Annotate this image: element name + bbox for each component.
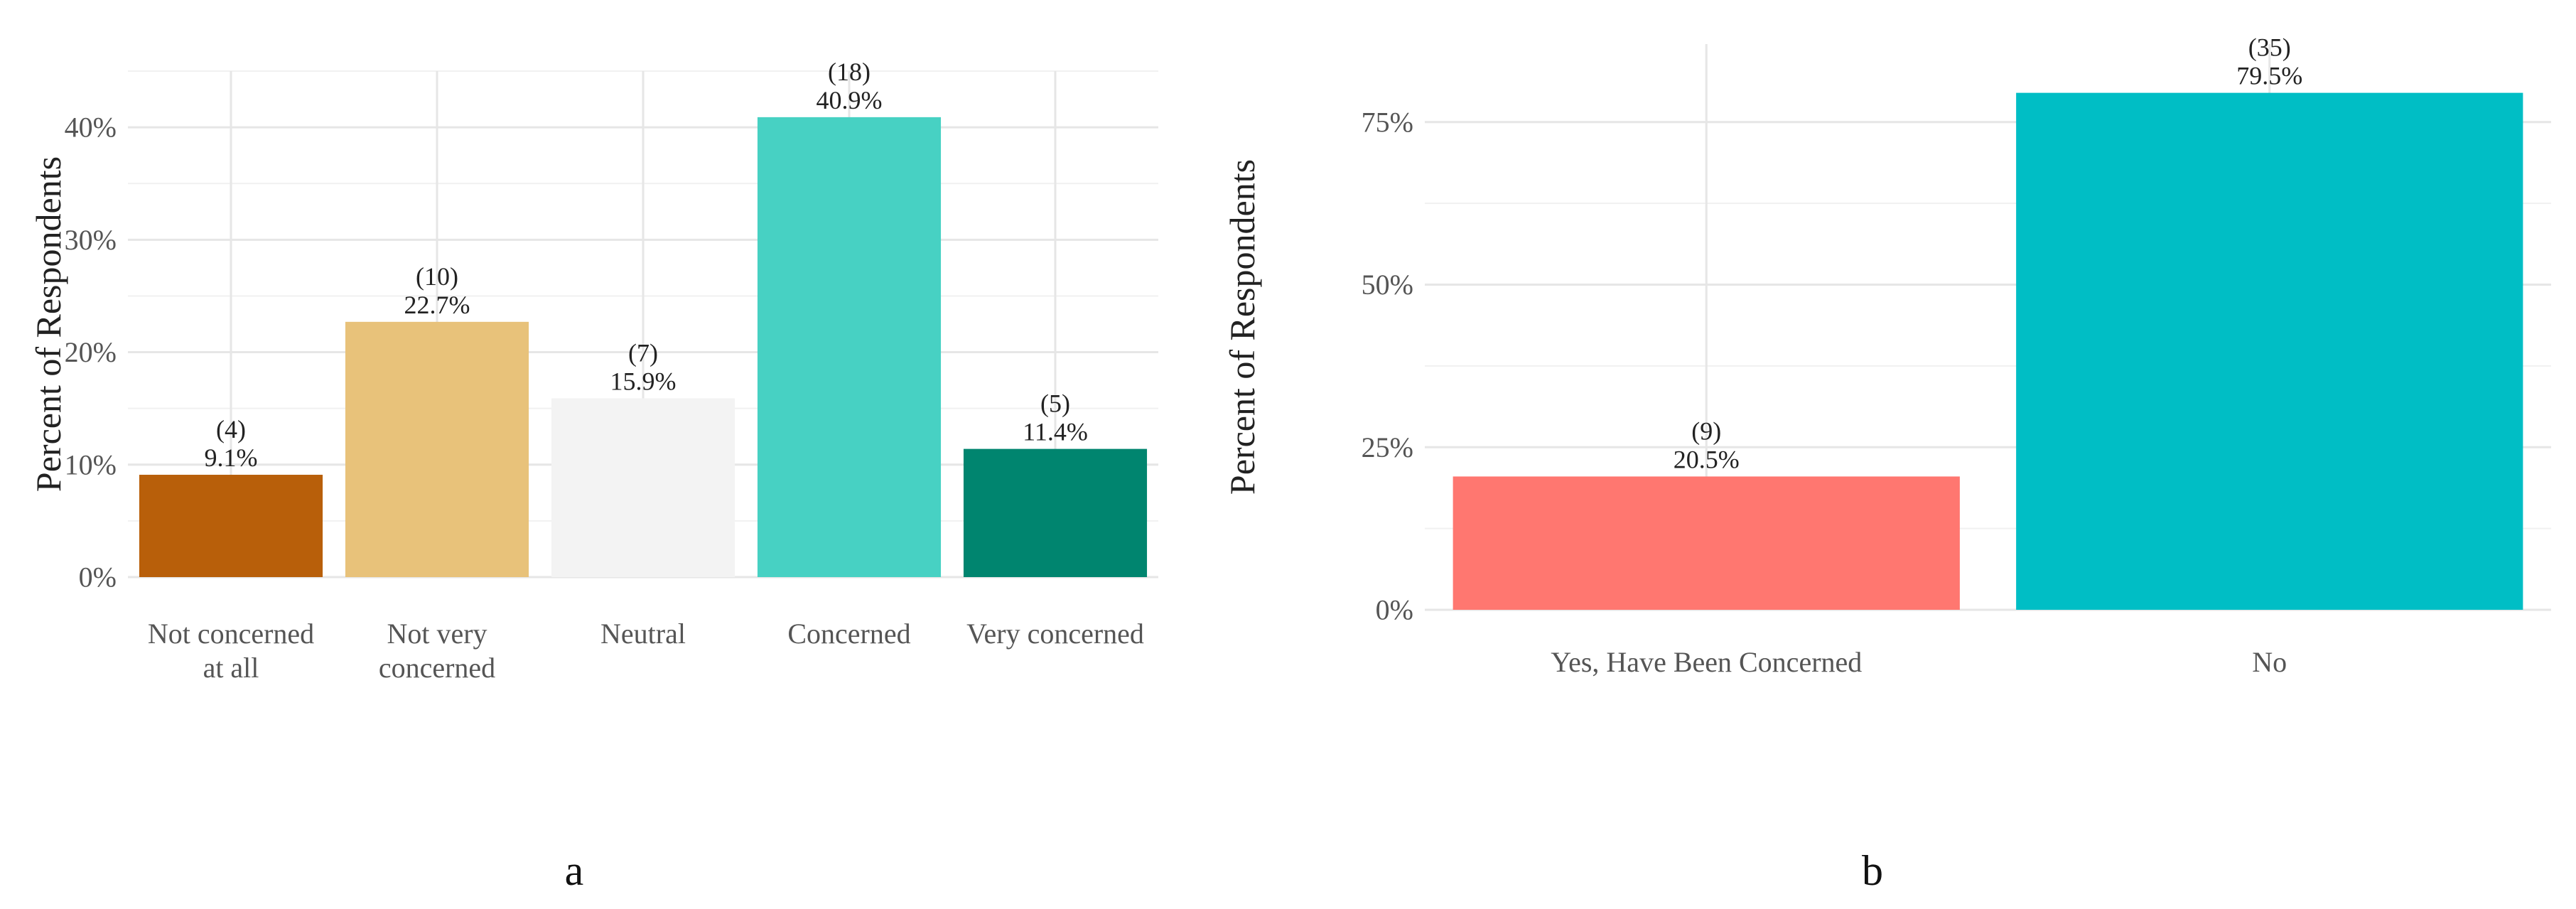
bar-value-label: 9.1%: [205, 443, 258, 472]
bar: [1453, 476, 1960, 610]
x-tick-label: Concerned: [787, 618, 910, 650]
bar-value-label: 40.9%: [817, 86, 883, 114]
bar: [963, 448, 1148, 577]
bar: [139, 475, 323, 577]
y-tick-label: 75%: [1362, 106, 1413, 138]
x-tick-label: Neutral: [600, 618, 686, 650]
bar-count-label: (5): [1040, 389, 1070, 418]
y-tick-label: 30%: [65, 224, 117, 256]
x-tick-label: concerned: [379, 652, 495, 684]
bar-value-label: 20.5%: [1674, 445, 1740, 473]
y-axis-label: Percent of Respondents: [1222, 159, 1262, 495]
y-tick-label: 40%: [65, 112, 117, 144]
x-tick-label: at all: [203, 652, 259, 684]
bar-count-label: (10): [416, 262, 458, 291]
bar-count-label: (4): [216, 415, 246, 443]
y-tick-label: 20%: [65, 336, 117, 368]
y-axis-label: Percent of Respondents: [28, 156, 68, 492]
bar: [757, 117, 942, 578]
x-tick-label: Very concerned: [966, 618, 1144, 650]
panel-label: b: [1862, 847, 1883, 894]
y-tick-label: 0%: [1376, 594, 1413, 626]
x-tick-label: No: [2252, 646, 2287, 678]
y-tick-label: 25%: [1362, 431, 1413, 463]
bar-value-label: 11.4%: [1023, 418, 1088, 446]
chart-panel-a: 0% 10% 20% 30% 40% Percent of Respondents (4)9…: [28, 58, 1158, 894]
y-tick-label: 10%: [65, 448, 117, 480]
bar-value-label: 22.7%: [404, 291, 470, 319]
bar-value-label: 15.9%: [610, 367, 677, 395]
x-tick-label: Yes, Have Been Concerned: [1551, 646, 1862, 678]
x-tick-label: Not very: [387, 618, 487, 650]
y-tick-label: 0%: [79, 561, 117, 593]
chart-panel-b: 0% 25% 50% 75% Percent of Respondents (9)20.5…: [1222, 33, 2551, 894]
bar: [345, 321, 529, 577]
bar-count-label: (18): [828, 58, 871, 86]
bar: [551, 398, 735, 577]
y-tick-label: 50%: [1362, 269, 1413, 301]
panel-label: a: [565, 847, 584, 894]
bar-count-label: (7): [628, 338, 658, 367]
bar: [2016, 92, 2523, 610]
bar-count-label: (35): [2248, 33, 2291, 62]
bar-count-label: (9): [1691, 416, 1721, 445]
x-tick-label: Not concerned: [148, 618, 314, 650]
bar-value-label: 79.5%: [2236, 62, 2302, 90]
